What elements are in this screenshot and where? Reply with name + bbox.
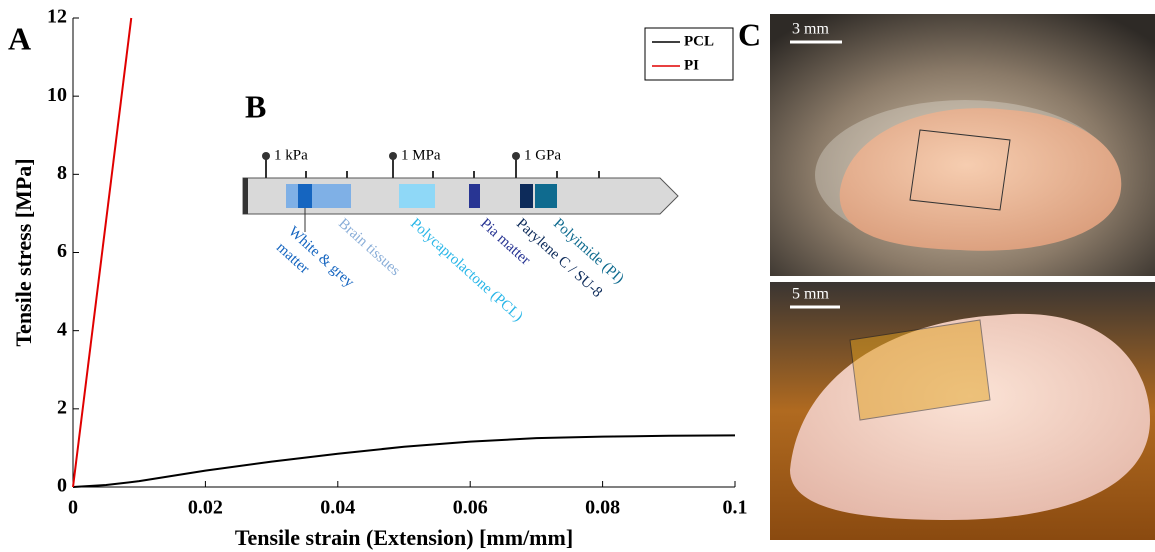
x-tick-label: 0.02 bbox=[188, 497, 223, 519]
y-tick-label: 12 bbox=[47, 6, 67, 28]
y-tick-label: 8 bbox=[57, 162, 67, 184]
material-range bbox=[286, 184, 351, 208]
material-range bbox=[535, 184, 557, 208]
legend-label: PI bbox=[684, 57, 699, 73]
y-tick-label: 4 bbox=[57, 318, 67, 340]
y-tick-label: 10 bbox=[47, 84, 67, 106]
y-axis-label: Tensile stress [MPa] bbox=[11, 158, 36, 346]
x-tick-label: 0.1 bbox=[723, 497, 748, 519]
panel-label: B bbox=[245, 88, 266, 124]
panel-label: C bbox=[738, 16, 761, 52]
plot-area: 0 2 4 6 8 10 12 0 0.02 0.04 0.06 0.08 0.1 Tensile str… bbox=[8, 6, 748, 550]
scale-bar-label: 5 mm bbox=[792, 286, 829, 303]
x-tick-label: 0.08 bbox=[585, 497, 620, 519]
figure: 0 2 4 6 8 10 12 0 0.02 0.04 0.06 0.08 0.1 Tensile str… bbox=[0, 0, 1155, 552]
pin-head bbox=[262, 152, 270, 160]
scale-label: 1 kPa bbox=[274, 147, 308, 163]
legend-label: PCL bbox=[684, 33, 714, 49]
legend: PCL PI bbox=[645, 28, 733, 80]
panel-label: A bbox=[8, 20, 31, 56]
material-range bbox=[399, 184, 435, 208]
material-range bbox=[520, 184, 533, 208]
material-label: Polycaprolactone (PCL) bbox=[407, 216, 526, 325]
y-tick-label: 2 bbox=[57, 396, 67, 418]
scale-label: 1 GPa bbox=[524, 147, 561, 163]
data-line bbox=[73, 435, 735, 487]
y-tick-label: 0 bbox=[57, 475, 67, 497]
material-range bbox=[298, 184, 312, 208]
pin-head bbox=[389, 152, 397, 160]
data-line bbox=[73, 18, 131, 487]
scale-label: 1 MPa bbox=[401, 147, 441, 163]
material-range bbox=[469, 184, 480, 208]
x-tick-label: 0 bbox=[68, 497, 78, 519]
photo-panel: C 3 mm 5 mm bbox=[738, 14, 1155, 540]
x-tick-label: 0.04 bbox=[320, 497, 355, 519]
scale-end bbox=[243, 178, 248, 214]
scale-bar-label: 3 mm bbox=[792, 21, 829, 38]
x-tick-label: 0.06 bbox=[453, 497, 488, 519]
y-tick-label: 6 bbox=[57, 240, 67, 262]
x-axis-label: Tensile strain (Extension) [mm/mm] bbox=[235, 525, 573, 550]
pin-head bbox=[512, 152, 520, 160]
